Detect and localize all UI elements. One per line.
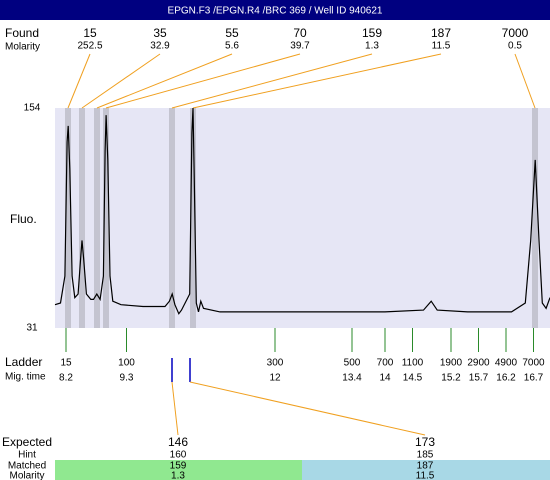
ladder-size: 500: [344, 358, 361, 369]
found-connector: [192, 53, 442, 109]
found-connector: [67, 53, 91, 109]
peak-band: [94, 108, 100, 328]
matched-right-bg: [302, 460, 550, 480]
found-label: Found: [5, 26, 39, 40]
expected-hint: 185: [417, 450, 434, 461]
found-size: 55: [225, 26, 239, 40]
found-molarity: 0.5: [508, 41, 522, 52]
ladder-time: 15.7: [469, 373, 489, 384]
found-size: 159: [362, 26, 382, 40]
ladder-time: 13.4: [342, 373, 362, 384]
ladder-size: 15: [60, 358, 72, 369]
expected-hint: 160: [170, 450, 187, 461]
found-connector: [514, 53, 536, 109]
ladder-size: 700: [377, 358, 394, 369]
expected-connector: [189, 381, 426, 436]
molarity-label: Molarity: [5, 42, 40, 53]
found-molarity: 11.5: [432, 41, 451, 52]
expected-molarity: 11.5: [416, 471, 435, 480]
found-size: 15: [83, 26, 97, 40]
expected-row-label: Molarity: [9, 471, 44, 480]
expected-matched: 159: [170, 461, 187, 472]
found-connector: [81, 53, 161, 109]
ladder-time: 9.3: [120, 373, 134, 384]
ladder-size: 100: [118, 358, 135, 369]
peak-band: [65, 108, 71, 328]
peak-band: [103, 108, 109, 328]
mig-time-label: Mig. time: [5, 372, 46, 383]
found-size: 187: [431, 26, 451, 40]
found-size: 35: [153, 26, 167, 40]
found-size: 7000: [502, 26, 529, 40]
expected-connector: [171, 381, 179, 436]
y-tick-label: 154: [24, 103, 41, 114]
title: EPGN.F3 /EPGN.R4 /BRC 369 / Well ID 9406…: [168, 6, 383, 17]
expected-row-label: Expected: [2, 435, 52, 449]
ladder-time: 16.2: [496, 373, 516, 384]
ladder-size: 1900: [440, 358, 463, 369]
y-tick-label: 31: [26, 323, 38, 334]
ladder-size: 300: [267, 358, 284, 369]
found-molarity: 252.5: [77, 41, 102, 52]
ladder-size: 7000: [522, 358, 545, 369]
found-connector: [171, 53, 373, 109]
expected-matched: 187: [417, 461, 434, 472]
found-size: 70: [293, 26, 307, 40]
ladder-time: 12: [269, 373, 281, 384]
found-connector: [96, 53, 233, 109]
expected-expected: 146: [168, 435, 188, 449]
expected-row-label: Matched: [8, 461, 46, 472]
trace: [54, 107, 550, 315]
found-molarity: 32.9: [150, 41, 170, 52]
ladder-time: 14.5: [403, 373, 423, 384]
ladder-time: 14: [379, 373, 391, 384]
expected-molarity: 1.3: [171, 471, 185, 480]
ladder-time: 16.7: [524, 373, 544, 384]
expected-row-label: Hint: [18, 450, 36, 461]
ladder-size: 1100: [402, 358, 424, 369]
ladder-label: Ladder: [5, 355, 42, 369]
found-molarity: 39.7: [290, 41, 310, 52]
title-bar: [0, 0, 550, 20]
found-molarity: 1.3: [365, 41, 379, 52]
y-label: Fluo.: [10, 212, 37, 226]
ladder-time: 15.2: [441, 373, 461, 384]
ladder-size: 2900: [467, 358, 490, 369]
expected-expected: 173: [415, 435, 435, 449]
found-connector: [105, 53, 301, 109]
ladder-size: 4900: [495, 358, 518, 369]
matched-left-bg: [55, 460, 302, 480]
found-molarity: 5.6: [225, 41, 239, 52]
peak-band: [169, 108, 175, 328]
peak-band: [532, 108, 538, 328]
ladder-time: 8.2: [59, 373, 73, 384]
plot-area: [55, 108, 550, 328]
peak-band: [190, 108, 196, 328]
peak-band: [79, 108, 85, 328]
